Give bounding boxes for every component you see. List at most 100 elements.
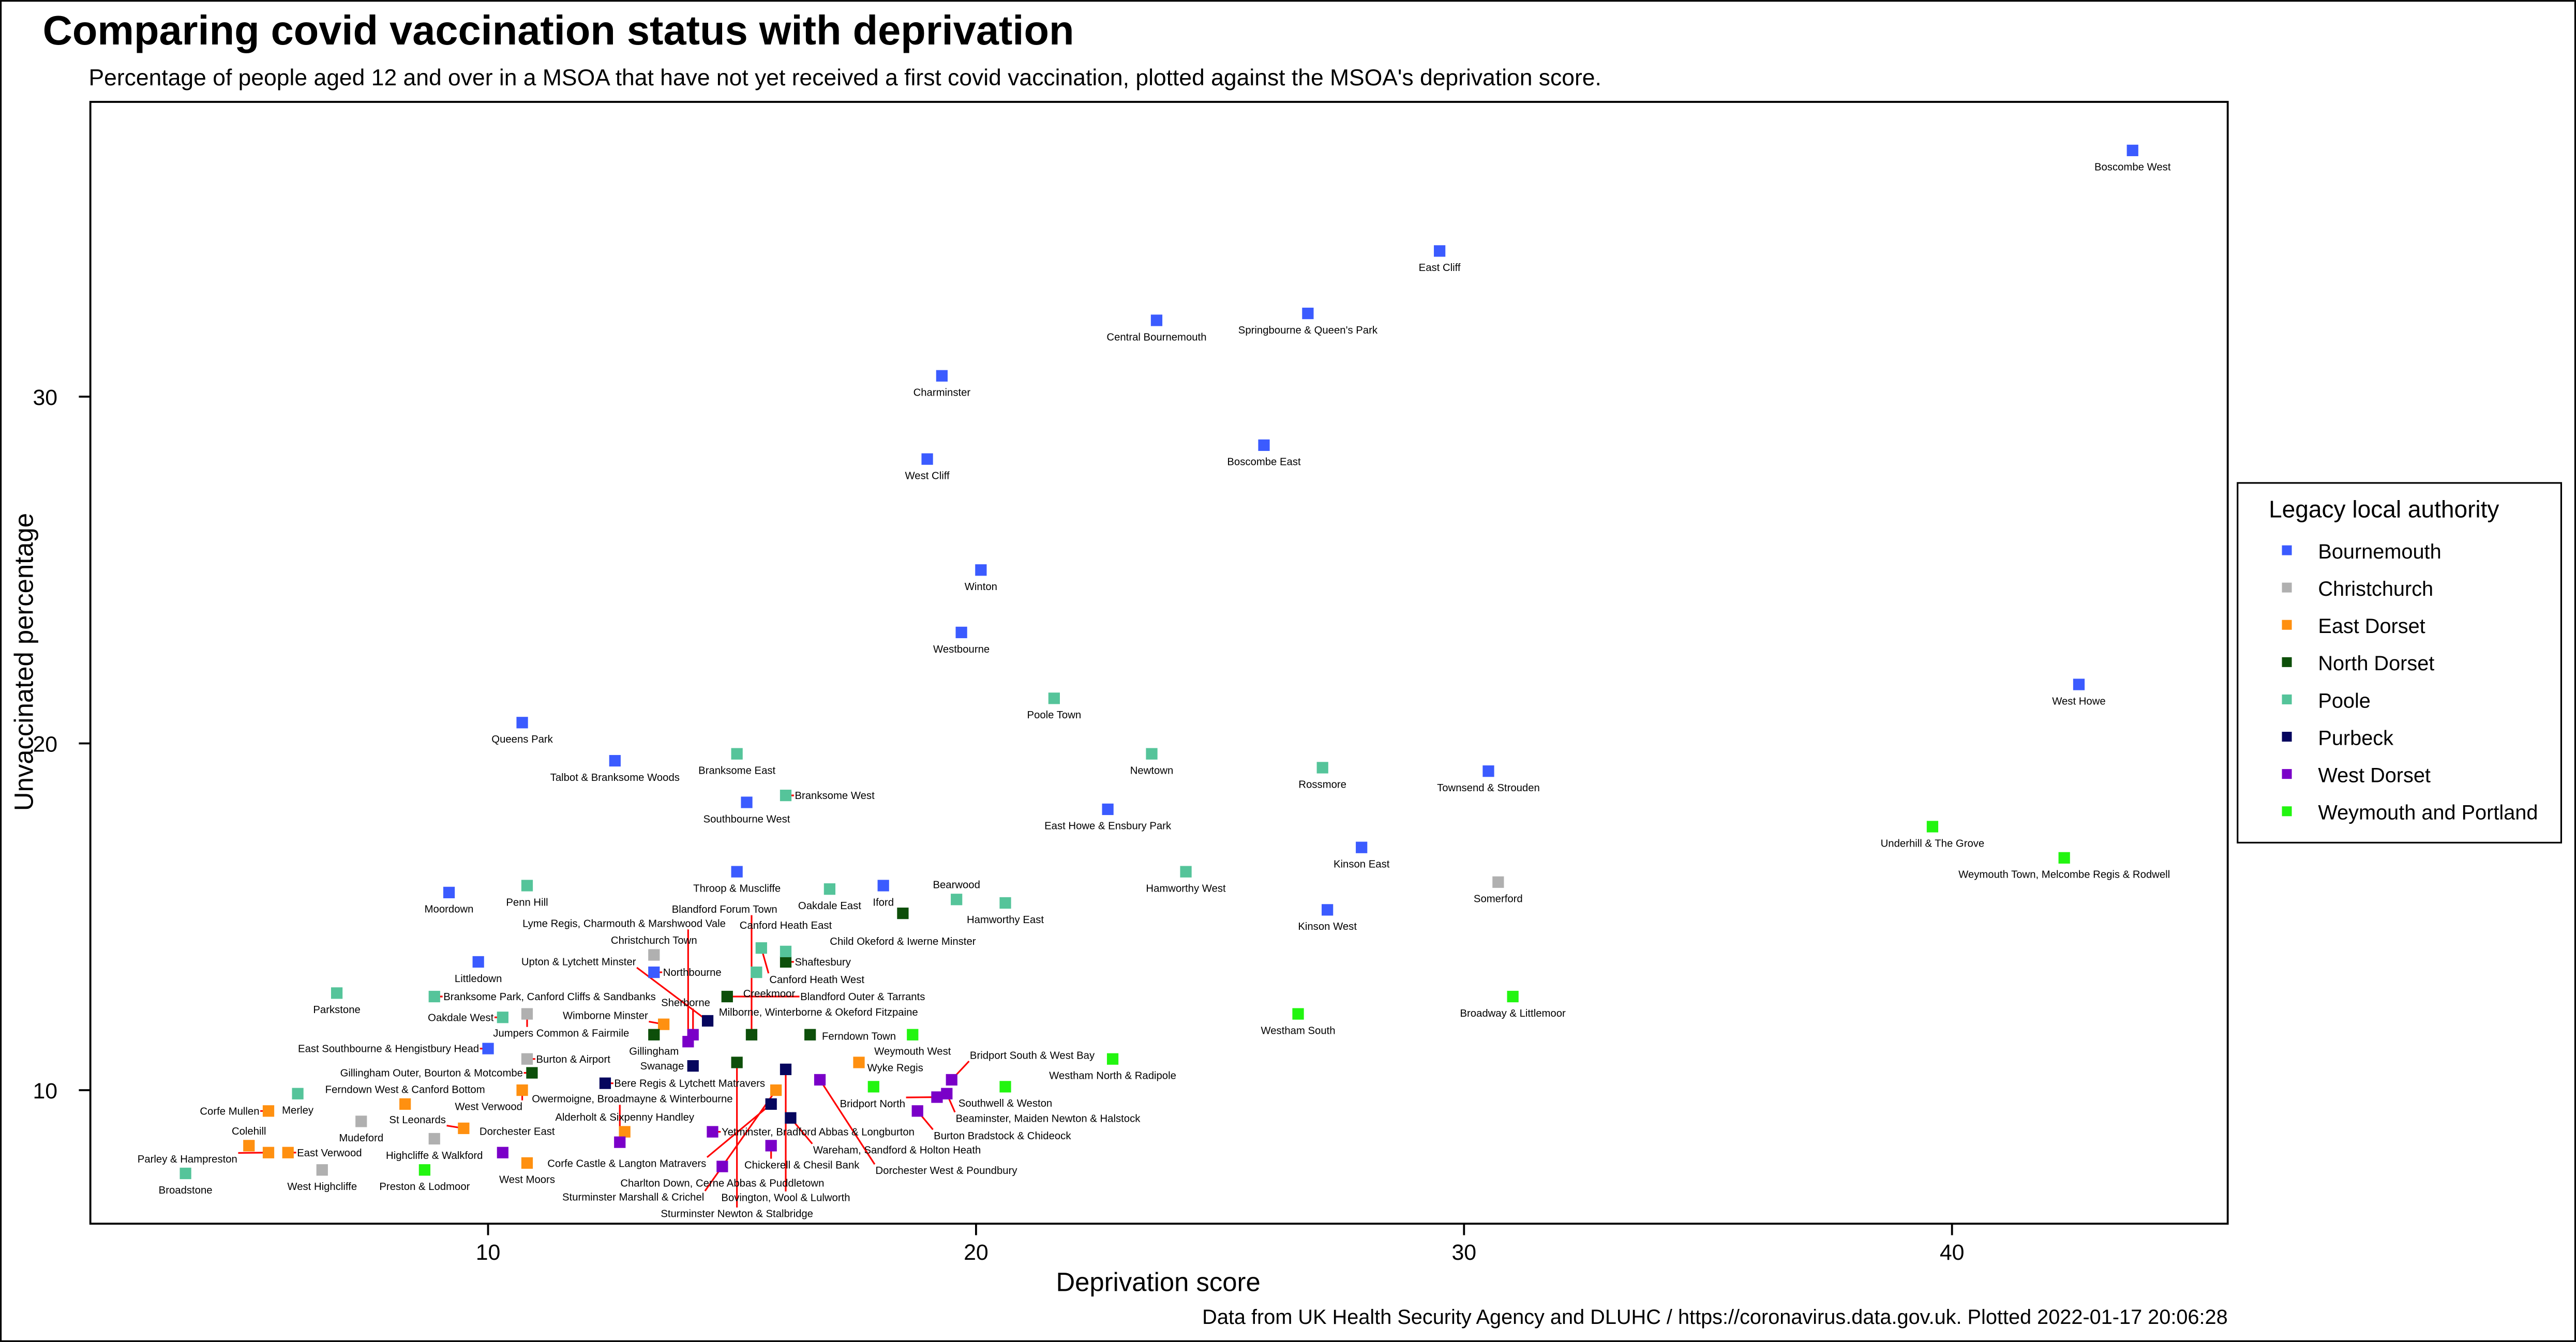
legend-swatch bbox=[2282, 582, 2292, 593]
data-point bbox=[648, 1029, 660, 1041]
data-point bbox=[497, 1147, 508, 1158]
data-point bbox=[780, 956, 792, 968]
data-point bbox=[1048, 692, 1060, 704]
data-point bbox=[648, 966, 660, 978]
point-label: Mudeford bbox=[339, 1133, 383, 1144]
point-label: Milborne, Winterborne & Okeford Fitzpain… bbox=[719, 1007, 918, 1018]
point-label: Parkstone bbox=[313, 1004, 360, 1016]
data-point bbox=[682, 1036, 694, 1048]
point-label: Springbourne & Queen's Park bbox=[1238, 325, 1378, 336]
point-label: Chickerell & Chesil Bank bbox=[744, 1159, 860, 1171]
point-label: Throop & Muscliffe bbox=[693, 883, 781, 894]
data-point bbox=[853, 1057, 865, 1068]
legend-label: Bournemouth bbox=[2318, 540, 2441, 563]
point-label: Jumpers Common & Fairmile bbox=[493, 1028, 629, 1039]
x-tick-label: 40 bbox=[1940, 1240, 1965, 1265]
data-point bbox=[292, 1088, 304, 1099]
data-point bbox=[243, 1140, 255, 1152]
point-label: Iford bbox=[873, 897, 894, 908]
point-label: Kinson East bbox=[1334, 858, 1390, 870]
data-point bbox=[1356, 841, 1368, 853]
legend-swatch bbox=[2282, 657, 2292, 667]
point-label: Colehill bbox=[232, 1126, 266, 1137]
data-point bbox=[936, 370, 948, 382]
data-point bbox=[526, 1067, 538, 1079]
data-point bbox=[1106, 1053, 1119, 1065]
point-label: West Cliff bbox=[905, 470, 950, 481]
data-point bbox=[331, 987, 343, 999]
point-label: Wyke Regis bbox=[867, 1062, 923, 1074]
data-point bbox=[614, 1136, 626, 1148]
data-point bbox=[609, 755, 621, 767]
data-point bbox=[521, 1157, 533, 1169]
point-label: Westbourne bbox=[933, 644, 990, 655]
point-label: Yetminster, Bradford Abbas & Longburton bbox=[722, 1127, 915, 1138]
legend-swatch bbox=[2282, 732, 2292, 742]
data-point bbox=[780, 789, 792, 802]
point-label: Central Bournemouth bbox=[1106, 331, 1206, 343]
point-label: Dorchester East bbox=[480, 1126, 555, 1138]
data-point bbox=[770, 1084, 782, 1096]
data-point bbox=[497, 1012, 508, 1023]
data-point bbox=[399, 1098, 411, 1110]
legend-label: North Dorset bbox=[2318, 652, 2434, 675]
point-label: Burton & Airport bbox=[536, 1054, 610, 1065]
data-point bbox=[1180, 866, 1192, 878]
data-point bbox=[179, 1167, 191, 1180]
point-label: Gillingham bbox=[629, 1046, 679, 1058]
label-leader-line bbox=[819, 1079, 876, 1165]
chart-subtitle: Percentage of people aged 12 and over in… bbox=[89, 65, 1601, 91]
legend-label: Weymouth and Portland bbox=[2318, 802, 2538, 824]
data-point bbox=[521, 1008, 533, 1020]
data-point bbox=[1258, 439, 1270, 451]
point-label: Ferndown Town bbox=[822, 1031, 896, 1043]
point-label: St Leonards bbox=[389, 1114, 446, 1126]
data-point bbox=[2126, 144, 2138, 157]
point-label: West Highcliffe bbox=[287, 1181, 357, 1193]
point-label: Branksome East bbox=[698, 765, 775, 776]
plot-panel bbox=[89, 101, 2229, 1225]
point-label: Wareham, Sandford & Holton Heath bbox=[813, 1145, 981, 1156]
data-point bbox=[262, 1147, 275, 1158]
data-point bbox=[521, 880, 533, 892]
point-labels: Boscombe West East Cliff Central Bournemou… bbox=[138, 162, 2171, 1220]
point-label: Weymouth Town, Melcombe Regis & Rodwell bbox=[1958, 869, 2170, 881]
point-label: Broadstone bbox=[159, 1185, 213, 1196]
y-tick-label: 20 bbox=[33, 732, 57, 757]
point-label: Ferndown West & Canford Bottom bbox=[325, 1084, 485, 1095]
data-point bbox=[765, 1098, 777, 1110]
data-point bbox=[999, 897, 1011, 909]
data-point bbox=[2073, 678, 2085, 690]
point-label: Queens Park bbox=[491, 734, 553, 745]
data-point bbox=[428, 990, 440, 1003]
point-label: Westham South bbox=[1261, 1025, 1335, 1036]
data-point bbox=[1507, 990, 1519, 1003]
point-label: Charminster bbox=[913, 387, 971, 399]
data-point bbox=[1482, 765, 1494, 777]
data-point bbox=[897, 907, 909, 919]
point-label: Hamworthy West bbox=[1146, 883, 1226, 894]
point-label: Wimborne Minster bbox=[563, 1011, 648, 1022]
point-label: Penn Hill bbox=[506, 897, 548, 908]
data-point bbox=[921, 453, 933, 465]
legend-label: Christchurch bbox=[2318, 578, 2433, 600]
data-point bbox=[355, 1115, 367, 1127]
data-point bbox=[1316, 762, 1328, 774]
data-point bbox=[1492, 876, 1504, 888]
point-label: Alderholt & Sixpenny Handley bbox=[555, 1112, 695, 1123]
point-label: West Moors bbox=[499, 1174, 555, 1186]
data-point bbox=[316, 1164, 328, 1176]
data-point bbox=[521, 1053, 533, 1065]
data-point bbox=[877, 880, 889, 892]
point-label: Charlton Down, Cerne Abbas & Puddletown bbox=[620, 1178, 824, 1189]
data-point bbox=[867, 1081, 879, 1093]
point-label: Somerford bbox=[1474, 894, 1523, 905]
y-tick-label: 30 bbox=[33, 385, 57, 410]
point-label: Branksome West bbox=[795, 790, 875, 802]
caption: Data from UK Health Security Agency and … bbox=[1202, 1306, 2228, 1329]
legend-label: Poole bbox=[2318, 689, 2371, 712]
legend-label: West Dorset bbox=[2318, 764, 2431, 787]
data-point bbox=[701, 1015, 714, 1027]
